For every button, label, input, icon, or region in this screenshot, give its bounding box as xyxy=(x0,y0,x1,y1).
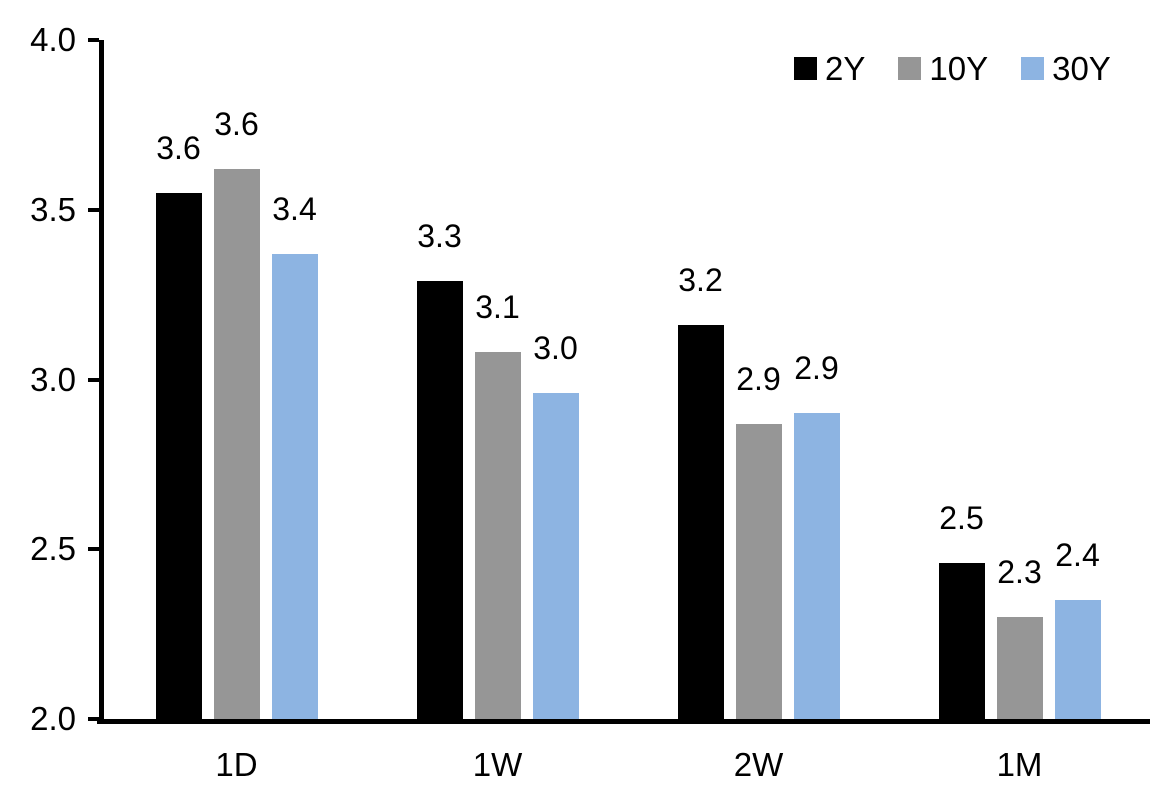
bar-value-label-10y-2w: 2.9 xyxy=(736,360,781,397)
bar-10y-1m xyxy=(996,617,1043,719)
legend-swatch-2y-icon xyxy=(794,57,817,80)
legend-label-10y: 10Y xyxy=(929,50,989,87)
x-axis-line xyxy=(97,719,1150,724)
bar-30y-2w xyxy=(793,413,840,719)
bar-2y-1w xyxy=(416,281,463,719)
bar-value-label-2y-1w: 3.3 xyxy=(417,218,462,255)
bar-value-label-10y-1m: 2.3 xyxy=(997,554,1042,591)
bar-value-label-30y-1m: 2.4 xyxy=(1055,537,1100,574)
bar-10y-2w xyxy=(735,423,782,719)
y-axis-tick xyxy=(88,377,99,382)
bar-value-label-30y-1w: 3.0 xyxy=(533,330,578,367)
y-axis-tick-label: 3.0 xyxy=(30,360,76,398)
x-category-label-2w: 2W xyxy=(733,746,784,783)
bar-30y-1w xyxy=(532,393,579,719)
x-category-label-1w: 1W xyxy=(472,746,523,783)
bar-30y-1m xyxy=(1054,600,1101,719)
bar-value-label-30y-1d: 3.4 xyxy=(272,190,317,227)
bar-30y-1d xyxy=(271,253,318,719)
legend-item-2y: 2Y xyxy=(794,52,865,85)
bar-value-label-30y-2w: 2.9 xyxy=(794,350,839,387)
legend-label-30y: 30Y xyxy=(1052,50,1111,87)
y-axis-line xyxy=(99,40,104,724)
x-category-label-1d: 1D xyxy=(215,746,258,783)
y-axis-tick-label: 4.0 xyxy=(30,21,76,58)
y-axis-tick xyxy=(88,717,99,721)
bar-value-label-10y-1d: 3.6 xyxy=(214,106,259,142)
bar-2y-1d xyxy=(155,192,202,719)
chart-legend: 2Y 10Y 30Y xyxy=(794,52,1111,85)
y-axis-tick-label: 3.5 xyxy=(30,190,76,228)
bar-value-label-2y-2w: 3.2 xyxy=(678,262,723,299)
y-axis-tick xyxy=(88,207,99,212)
y-axis-tick-label: 2.0 xyxy=(30,700,76,737)
bar-value-label-2y-1d: 3.6 xyxy=(156,129,201,166)
y-axis-tick-label: 2.5 xyxy=(30,530,76,568)
bar-10y-1w xyxy=(474,352,521,719)
legend-swatch-30y-icon xyxy=(1021,57,1045,80)
y-axis-tick xyxy=(88,547,99,552)
bar-value-label-10y-1w: 3.1 xyxy=(475,289,520,326)
legend-item-30y: 30Y xyxy=(1021,52,1111,85)
bar-2y-1m xyxy=(938,562,985,719)
y-axis-tick xyxy=(88,38,99,42)
x-category-label-1m: 1M xyxy=(996,746,1043,783)
bar-2y-2w xyxy=(677,325,724,719)
legend-label-2y: 2Y xyxy=(825,50,866,87)
bar-value-label-2y-1m: 2.5 xyxy=(939,499,984,536)
legend-item-10y: 10Y xyxy=(898,52,988,85)
legend-swatch-10y-icon xyxy=(898,57,922,80)
bar-10y-1d xyxy=(213,169,260,719)
